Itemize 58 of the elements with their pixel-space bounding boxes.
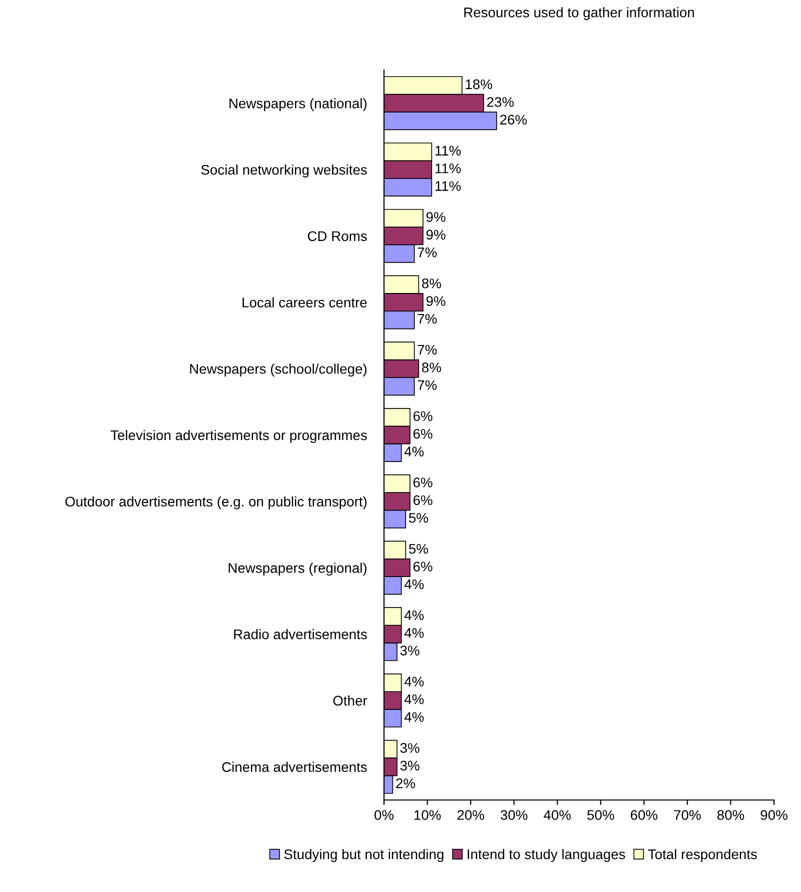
legend-label: Studying but not intending [284, 849, 444, 862]
data-label: 6% [413, 495, 432, 506]
data-label: 11% [436, 181, 461, 191]
y-tick-label: Newspapers (regional) [228, 562, 366, 576]
y-tick-label: Other [333, 695, 368, 706]
x-tick-label: 50% [587, 810, 614, 820]
data-label: 3% [400, 646, 420, 656]
data-label: 26% [500, 114, 527, 125]
x-tick-label: 90% [760, 810, 788, 820]
data-label: 3% [400, 743, 420, 753]
data-label: 6% [413, 428, 432, 439]
y-tick-label: Social networking websites [201, 164, 367, 178]
x-tick-label: 60% [630, 810, 658, 820]
y-tick-label: Outdoor advertisements (e.g. on public transport) [65, 496, 366, 510]
data-label: 7% [418, 314, 437, 324]
data-label: 4% [404, 628, 424, 638]
data-label: 6% [413, 478, 432, 488]
data-label: 9% [426, 212, 446, 222]
y-tick-label: Radio advertisements [234, 629, 367, 640]
legend-label: Total respondents [648, 849, 757, 862]
y-tick-label: Cinema advertisements [222, 762, 367, 772]
y-tick-label: Local careers centre [242, 297, 367, 308]
x-tick-label: 80% [717, 810, 744, 820]
data-label: 5% [409, 544, 428, 554]
data-label: 18% [466, 79, 492, 90]
data-label: 6% [413, 562, 432, 572]
chart-title: Resources used to gather information [464, 7, 694, 20]
data-label: 4% [404, 712, 424, 722]
data-label: 7% [418, 344, 437, 355]
y-tick-label: Newspapers (school/college) [190, 364, 366, 377]
data-label: 5% [409, 513, 428, 523]
data-label: 4% [404, 694, 424, 704]
data-label: 7% [418, 380, 437, 390]
data-label: 23% [487, 97, 514, 107]
data-label: 11% [436, 146, 461, 156]
data-label: 8% [422, 278, 442, 288]
x-tick-label: 70% [674, 810, 701, 820]
data-label: 4% [404, 676, 424, 686]
data-label: 8% [422, 362, 442, 372]
data-label: 11% [436, 164, 461, 174]
data-label: 7% [418, 248, 437, 258]
x-tick-label: 30% [500, 810, 528, 820]
x-tick-label: 40% [544, 810, 571, 820]
y-tick-label: Newspapers (national) [230, 98, 366, 112]
x-tick-label: 0% [374, 810, 394, 820]
data-label: 9% [426, 230, 446, 240]
y-tick-label: Television advertisements or programmes [110, 430, 367, 443]
x-tick-label: 20% [457, 810, 484, 820]
data-label: 3% [400, 760, 420, 771]
x-tick-label: 10% [414, 810, 441, 820]
data-label: 6% [413, 411, 432, 422]
data-label: 4% [404, 446, 424, 456]
legend-label: Intend to study languages [468, 849, 626, 862]
data-label: 4% [404, 579, 424, 590]
data-label: 2% [396, 778, 416, 788]
y-tick-label: CD Roms [308, 231, 367, 242]
data-label: 9% [426, 296, 446, 306]
data-label: 4% [404, 610, 424, 620]
